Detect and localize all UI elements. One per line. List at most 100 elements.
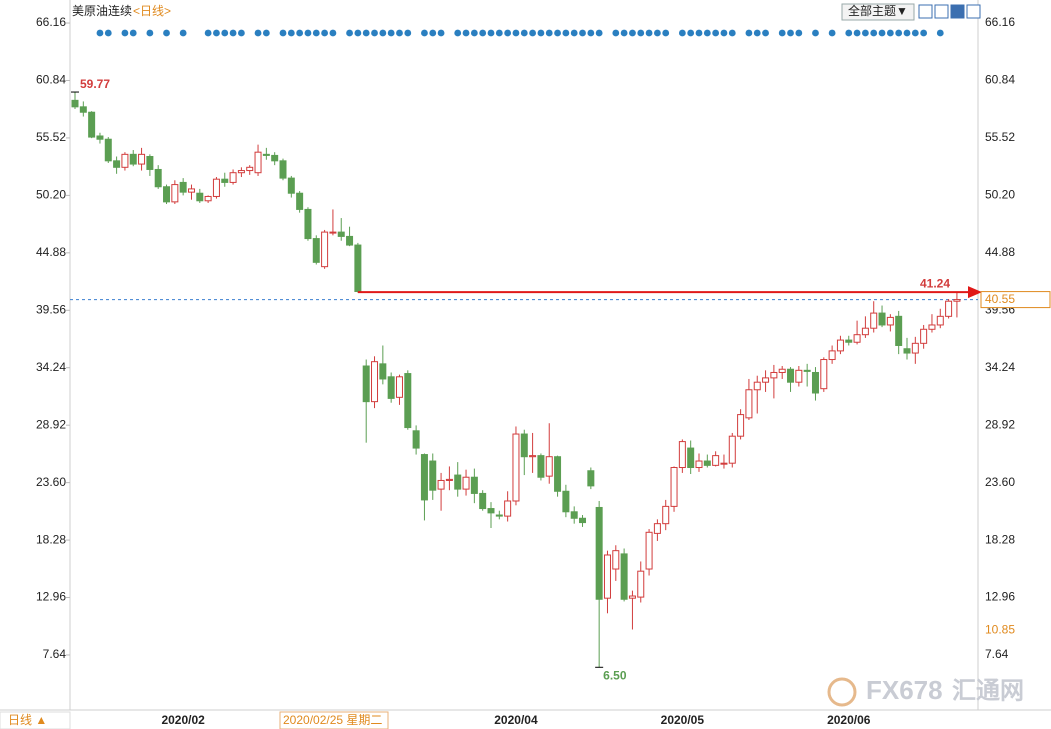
candle-body (770, 371, 778, 379)
candle-body (903, 348, 911, 354)
y-tick-label: 66.16 (36, 15, 66, 29)
watermark: 汇通网 (952, 677, 1024, 704)
event-dot (421, 29, 428, 37)
candle-body (920, 328, 928, 344)
candle-body (237, 170, 245, 174)
candle-body (745, 389, 753, 419)
candle-body (562, 490, 570, 513)
candle-body (695, 460, 703, 469)
max-label: 59.77 (80, 77, 110, 91)
event-dot (587, 29, 595, 37)
period-label[interactable]: <日线> (133, 4, 171, 18)
event-dot (654, 29, 661, 37)
candle-body (171, 184, 179, 203)
theme-button-bg[interactable] (841, 3, 915, 21)
candle-body (653, 523, 661, 534)
period-button[interactable]: 日线 ▲ (8, 713, 47, 727)
event-dot (387, 29, 395, 37)
event-dot (579, 29, 586, 37)
candle-body (279, 160, 287, 179)
watermark-logo (827, 677, 857, 707)
resistance-arrow (968, 286, 982, 299)
y2-tick-label: 28.92 (985, 417, 1015, 431)
icon[interactable] (934, 4, 949, 19)
event-dot (262, 29, 270, 37)
event-dot (404, 29, 412, 37)
event-dot (762, 29, 769, 37)
theme-button[interactable]: 全部主题▼ (848, 3, 908, 18)
candle-body (529, 455, 537, 458)
candle-body (828, 350, 836, 361)
candle-body (603, 554, 611, 599)
event-dot (354, 29, 362, 37)
event-dot (720, 29, 728, 37)
candle-body (720, 462, 728, 465)
event-dot (812, 29, 819, 37)
event-dot (637, 29, 645, 37)
candle-body (138, 153, 146, 165)
candle-body (645, 531, 653, 570)
event-dot (595, 29, 603, 37)
candle-body (371, 361, 379, 403)
candle-body (296, 192, 304, 210)
candle-body (803, 369, 811, 372)
icon[interactable] (966, 4, 981, 19)
event-dot (778, 29, 786, 37)
event-dot (462, 29, 470, 37)
resistance-label: 41.24 (920, 276, 950, 290)
event-dot (512, 29, 520, 37)
candle-body (595, 506, 603, 600)
y2-tick-label: 55.52 (985, 130, 1015, 144)
event-dot (753, 29, 761, 37)
candle-body (620, 553, 628, 600)
icon[interactable] (950, 4, 965, 19)
candle-body (262, 153, 270, 156)
event-dot (346, 29, 353, 37)
toolbar-icons[interactable] (918, 4, 981, 19)
chart-title: 美原油连续 (72, 3, 132, 18)
cursor-price-label: 10.85 (985, 622, 1015, 636)
candle-body (179, 181, 187, 193)
event-dot (620, 29, 628, 37)
x-tick-label: 2020/02 (161, 713, 205, 727)
event-dot (612, 29, 620, 37)
candle-body (628, 595, 636, 599)
y-tick-label: 50.20 (36, 188, 66, 202)
x-tick-label: 2020/06 (827, 713, 871, 727)
candle-body (346, 235, 354, 246)
event-dot (895, 29, 903, 37)
event-dot (96, 29, 104, 37)
event-dot (695, 29, 703, 37)
candle-body (429, 460, 437, 491)
candle-body (187, 188, 195, 193)
candle-body (196, 192, 204, 202)
y-tick-label: 60.84 (36, 73, 66, 87)
event-dot (529, 29, 536, 37)
event-dot (920, 29, 928, 37)
y2-tick-label: 7.64 (985, 647, 1009, 661)
candle-body (870, 312, 878, 329)
candle-body (287, 177, 295, 194)
candle-body (163, 186, 171, 203)
event-dot (470, 29, 478, 37)
candle-body (795, 369, 803, 383)
event-dot (429, 29, 437, 37)
candle-body (504, 500, 512, 517)
candle-body (454, 474, 462, 490)
x-tick-label: 2020/05 (661, 713, 705, 727)
candle-body (329, 231, 337, 234)
event-dot (396, 29, 403, 37)
candle-body (728, 435, 736, 464)
candle-body (88, 111, 96, 138)
y2-tick-label: 66.16 (985, 15, 1015, 29)
event-dot (870, 29, 878, 37)
event-dot (279, 29, 287, 37)
candle-body (778, 368, 786, 373)
candle-body (703, 460, 711, 466)
y2-tick-label: 44.88 (985, 245, 1015, 259)
icon[interactable] (918, 4, 933, 19)
candle-body (437, 479, 445, 490)
event-dot (146, 29, 154, 37)
event-dot (554, 29, 561, 37)
period-button-bg[interactable] (0, 711, 71, 729)
